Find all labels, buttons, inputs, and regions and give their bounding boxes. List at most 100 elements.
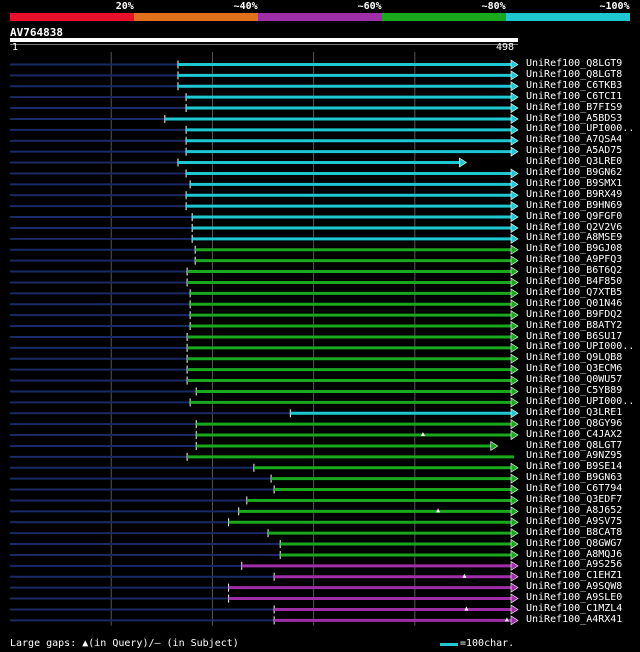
hit-arrow bbox=[510, 266, 519, 277]
hit-label[interactable]: UniRef100_B9RX49 bbox=[526, 188, 623, 200]
hit-label[interactable]: UniRef100_Q8GWG7 bbox=[526, 537, 623, 549]
hit-label[interactable]: UniRef100_B9GN63 bbox=[526, 472, 623, 484]
hit-label[interactable]: UniRef100_Q3EDF7 bbox=[526, 494, 623, 505]
scale-swatch bbox=[440, 643, 458, 646]
hit-label[interactable]: UniRef100_C5YB89 bbox=[526, 385, 623, 396]
hit-arrow bbox=[510, 615, 519, 626]
hit-label[interactable]: UniRef100_Q3LRE1 bbox=[526, 406, 623, 418]
hit-label[interactable]: UniRef100_Q0WU57 bbox=[526, 374, 623, 386]
hit-arrow bbox=[510, 408, 519, 419]
hit-label[interactable]: UniRef100_Q8GY96 bbox=[526, 417, 623, 429]
hit-label[interactable]: UniRef100_UPI000.. bbox=[526, 341, 635, 353]
hit-label[interactable]: UniRef100_A9S256 bbox=[526, 559, 623, 571]
hit-label[interactable]: UniRef100_C4JAX2 bbox=[526, 428, 623, 440]
hit-arrow bbox=[510, 92, 519, 103]
hit-arrow bbox=[510, 473, 519, 484]
hit-arrow bbox=[510, 135, 519, 146]
hit-label[interactable]: UniRef100_B9FDQ2 bbox=[526, 308, 623, 320]
hit-label[interactable]: UniRef100_B9SMX1 bbox=[526, 177, 623, 189]
hit-label[interactable]: UniRef100_B9GN62 bbox=[526, 167, 623, 178]
query-gap-marker bbox=[420, 432, 425, 437]
hit-label[interactable]: UniRef100_A8MQJ6 bbox=[526, 548, 623, 560]
hit-arrow bbox=[510, 244, 519, 255]
hit-label[interactable]: UniRef100_Q8LGT9 bbox=[526, 58, 623, 69]
hit-label[interactable]: UniRef100_Q9FGF0 bbox=[526, 210, 623, 222]
hit-arrow bbox=[510, 233, 519, 244]
hit-arrow bbox=[510, 430, 519, 441]
hit-label[interactable]: UniRef100_Q9LQB8 bbox=[526, 352, 623, 364]
hit-label[interactable]: UniRef100_C1EHZ1 bbox=[526, 570, 623, 582]
hit-arrow bbox=[510, 310, 519, 321]
hit-label[interactable]: UniRef100_B6T6Q2 bbox=[526, 265, 623, 277]
hit-label[interactable]: UniRef100_UPI000.. bbox=[526, 123, 635, 135]
hit-label[interactable]: UniRef100_B4F850 bbox=[526, 276, 623, 287]
hit-arrow bbox=[510, 342, 519, 353]
legend-label: ~60% bbox=[357, 1, 382, 12]
hit-label[interactable]: UniRef100_A9NZ95 bbox=[526, 450, 623, 462]
hit-label[interactable]: UniRef100_Q2V2V6 bbox=[526, 221, 623, 233]
query-id: AV764838 bbox=[10, 26, 63, 39]
query-bar bbox=[10, 38, 518, 42]
hit-label[interactable]: UniRef100_A5BDS3 bbox=[526, 112, 623, 124]
hit-label[interactable]: UniRef100_B8ATY2 bbox=[526, 319, 623, 331]
legend-label: ~80% bbox=[481, 1, 506, 12]
hit-arrow bbox=[510, 604, 519, 615]
footer-legend: Large gaps: ▲(in Query)/– (in Subject) bbox=[10, 638, 239, 649]
hit-label[interactable]: UniRef100_A4RX41 bbox=[526, 613, 623, 625]
hit-arrow bbox=[510, 299, 519, 310]
hit-arrow bbox=[510, 190, 519, 201]
legend-label: 20% bbox=[115, 1, 134, 12]
hit-label[interactable]: UniRef100_Q7XTB5 bbox=[526, 286, 623, 298]
hit-label[interactable]: UniRef100_B7FIS9 bbox=[526, 101, 623, 113]
hit-arrow bbox=[510, 201, 519, 212]
hit-arrow bbox=[510, 168, 519, 179]
hit-label[interactable]: UniRef100_A9SLE0 bbox=[526, 592, 623, 604]
hit-arrow bbox=[510, 386, 519, 397]
legend-segment bbox=[506, 13, 630, 21]
query-gap-marker bbox=[464, 606, 469, 611]
hit-arrow bbox=[510, 375, 519, 386]
hit-label[interactable]: UniRef100_Q01N46 bbox=[526, 297, 623, 309]
hit-arrow bbox=[510, 506, 519, 517]
hit-arrow bbox=[510, 571, 519, 582]
hit-arrow bbox=[459, 157, 467, 168]
legend-segment bbox=[10, 13, 134, 21]
hit-label[interactable]: UniRef100_A7QSA4 bbox=[526, 134, 623, 146]
hit-label[interactable]: UniRef100_Q8LGT7 bbox=[526, 439, 623, 451]
hit-label[interactable]: UniRef100_Q3ECM6 bbox=[526, 363, 623, 375]
hit-arrow bbox=[510, 582, 519, 593]
hit-label[interactable]: UniRef100_B8CAT8 bbox=[526, 526, 623, 538]
query-gap-marker bbox=[462, 573, 467, 578]
hit-label[interactable]: UniRef100_A5AD75 bbox=[526, 145, 623, 157]
hit-label[interactable]: UniRef100_A9SV75 bbox=[526, 515, 623, 527]
hit-arrow bbox=[510, 70, 519, 81]
hit-label[interactable]: UniRef100_UPI000.. bbox=[526, 395, 635, 407]
hit-label[interactable]: UniRef100_C6T794 bbox=[526, 483, 623, 495]
hit-label[interactable]: UniRef100_C1MZL4 bbox=[526, 603, 623, 614]
hit-label[interactable]: UniRef100_A8J652 bbox=[526, 504, 623, 516]
hit-label[interactable]: UniRef100_Q8LGT8 bbox=[526, 68, 623, 80]
hit-label[interactable]: UniRef100_C6TCI1 bbox=[526, 90, 623, 102]
legend-label: ~100% bbox=[599, 1, 630, 12]
hit-label[interactable]: UniRef100_C6TKB3 bbox=[526, 79, 623, 91]
hit-label[interactable]: UniRef100_B9HN69 bbox=[526, 199, 623, 211]
hit-label[interactable]: UniRef100_Q3LRE0 bbox=[526, 156, 623, 168]
query-gap-marker bbox=[436, 508, 441, 513]
hit-label[interactable]: UniRef100_B9SE14 bbox=[526, 461, 623, 473]
hit-label[interactable]: UniRef100_B6SU17 bbox=[526, 330, 623, 342]
hit-label[interactable]: UniRef100_A9SQW8 bbox=[526, 581, 623, 593]
hit-arrow bbox=[510, 277, 519, 288]
hit-arrow bbox=[510, 593, 519, 604]
hit-arrow bbox=[510, 353, 519, 364]
hit-label[interactable]: UniRef100_A9PFQ3 bbox=[526, 254, 623, 266]
hit-label[interactable]: UniRef100_B9GJ08 bbox=[526, 243, 623, 255]
legend-label: ~40% bbox=[233, 1, 258, 12]
legend-segment bbox=[382, 13, 506, 21]
hit-arrow bbox=[510, 331, 519, 342]
legend-segment bbox=[258, 13, 382, 21]
hit-arrow bbox=[510, 528, 519, 539]
hit-arrow bbox=[510, 59, 519, 70]
hit-label[interactable]: UniRef100_A8MSE9 bbox=[526, 232, 623, 244]
query-gap-marker bbox=[504, 617, 509, 622]
